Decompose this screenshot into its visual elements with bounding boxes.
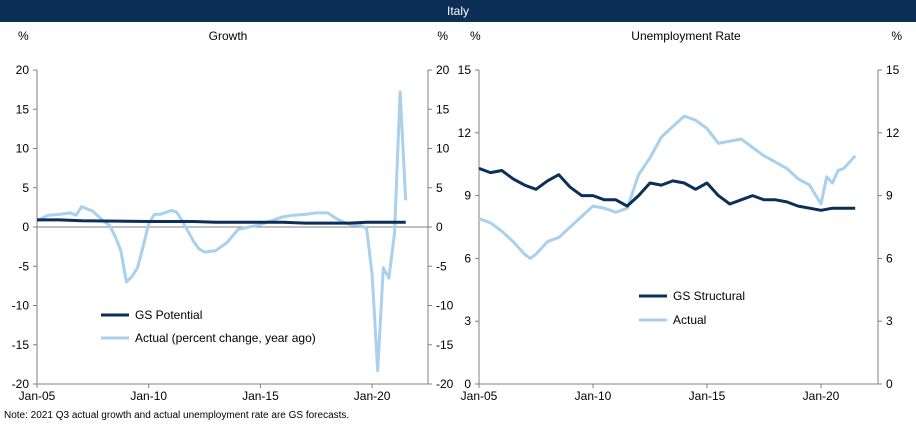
unemployment-legend-label: Actual	[673, 313, 706, 327]
unemployment-x-tick-label: Jan-20	[803, 389, 840, 403]
unemployment-chart-title: Unemployment Rate	[631, 29, 741, 43]
growth-left-tick-label: 20	[16, 63, 30, 77]
unemployment-right-tick-label: 0	[886, 377, 893, 391]
unemployment-right-tick-label: 12	[886, 126, 900, 140]
growth-right-tick-label: 20	[436, 63, 450, 77]
unemployment-left-tick-label: 0	[464, 377, 471, 391]
growth-legend-label: GS Potential	[135, 308, 202, 322]
growth-right-tick-label: 10	[436, 142, 450, 156]
growth-right-tick-label: -20	[436, 377, 454, 391]
growth-right-tick-label: -10	[436, 299, 454, 313]
growth-left-tick-label: 10	[16, 142, 30, 156]
footnote: Note: 2021 Q3 actual growth and actual u…	[4, 410, 350, 421]
growth-series-secondary-line	[36, 90, 408, 373]
unemployment-left-tick-label: 3	[464, 314, 471, 328]
unemployment-right-tick-label: 15	[886, 63, 900, 77]
unemployment-left-tick-label: 15	[458, 63, 471, 77]
growth-legend-label: Actual (percent change, year ago)	[135, 331, 316, 345]
unemployment-x-tick-label: Jan-15	[689, 389, 726, 403]
unemployment-left-tick-label: 9	[464, 189, 471, 203]
unemployment-left-unit: %	[470, 29, 481, 43]
growth-left-tick-label: -15	[12, 338, 30, 352]
growth-left-tick-label: 5	[22, 181, 29, 195]
unemployment-x-tick-label: Jan-10	[575, 389, 612, 403]
growth-left-tick-label: -20	[12, 377, 30, 391]
growth-series-primary-line	[37, 218, 406, 225]
growth-x-tick-label: Jan-15	[242, 389, 279, 403]
growth-left-tick-label: -10	[12, 299, 30, 313]
growth-left-tick-label: 0	[22, 220, 29, 234]
growth-right-tick-label: -5	[436, 259, 447, 273]
banner-title: Italy	[446, 4, 469, 18]
growth-left-unit: %	[18, 29, 29, 43]
unemployment-right-tick-label: 6	[886, 251, 893, 265]
growth-right-tick-label: 5	[436, 181, 443, 195]
growth-chart: Growth % % 20 20 15 15 10 10 5 5 0 0 -5 -5 -10 -10 -15…	[12, 29, 454, 403]
unemployment-left-tick-label: 12	[458, 126, 471, 140]
chart-banner: Italy	[0, 0, 916, 22]
unemployment-series-primary-line	[478, 166, 856, 212]
growth-right-tick-label: 0	[436, 220, 443, 234]
unemployment-left-tick-label: 6	[464, 251, 471, 265]
unemployment-legend-label: GS Structural	[673, 289, 745, 303]
unemployment-x-tick-label: Jan-05	[461, 389, 498, 403]
growth-chart-title: Growth	[209, 29, 248, 43]
growth-right-unit: %	[437, 29, 448, 43]
growth-x-tick-label: Jan-20	[354, 389, 391, 403]
growth-right-tick-label: -15	[436, 338, 454, 352]
growth-right-tick-label: 15	[436, 102, 450, 116]
unemployment-series-secondary-line	[478, 114, 857, 260]
growth-left-tick-label: 15	[16, 102, 30, 116]
growth-x-tick-label: Jan-10	[130, 389, 167, 403]
unemployment-right-tick-label: 9	[886, 189, 893, 203]
growth-left-tick-label: -5	[18, 259, 29, 273]
unemployment-right-unit: %	[891, 29, 902, 43]
unemployment-right-tick-label: 3	[886, 314, 893, 328]
growth-x-tick-label: Jan-05	[19, 389, 56, 403]
